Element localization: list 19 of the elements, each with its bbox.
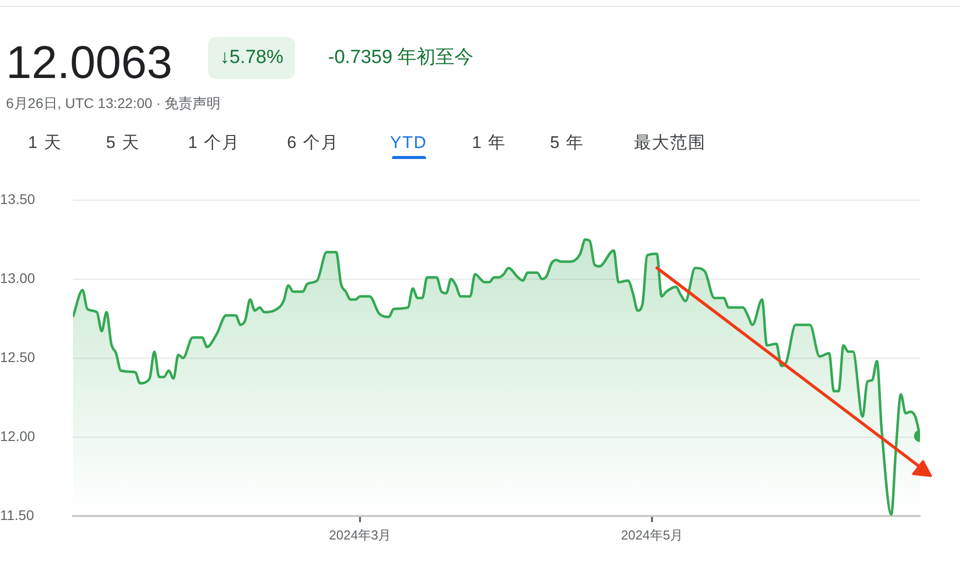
- text: 6 个月: [287, 132, 340, 154]
- x-tick-label: 2024年5月: [620, 527, 684, 542]
- text: -0.7359 年初至今: [328, 46, 474, 70]
- x-tick-label: 2024年3月: [329, 527, 392, 542]
- text: 5 天: [106, 132, 140, 154]
- chart-subtitle: 6月26日, UTC 13:22:00 · 免责声明: [6, 94, 221, 113]
- text: 最大范围: [634, 132, 706, 154]
- chart-title: 12.0063: [6, 35, 172, 90]
- y-tick-label: 12.00: [0, 428, 36, 444]
- text: 1 年: [472, 132, 506, 154]
- text: 5 年: [550, 132, 584, 154]
- text: 1 个月: [188, 132, 240, 154]
- y-tick-label: 13.50: [0, 190, 36, 207]
- y-tick-label: 13.00: [0, 270, 36, 286]
- y-tick-label: 11.50: [0, 506, 34, 523]
- text: ↓5.78%: [208, 37, 296, 79]
- text: YTD: [390, 132, 427, 154]
- y-tick-label: 12.50: [0, 348, 36, 365]
- text: 1 天: [28, 132, 62, 154]
